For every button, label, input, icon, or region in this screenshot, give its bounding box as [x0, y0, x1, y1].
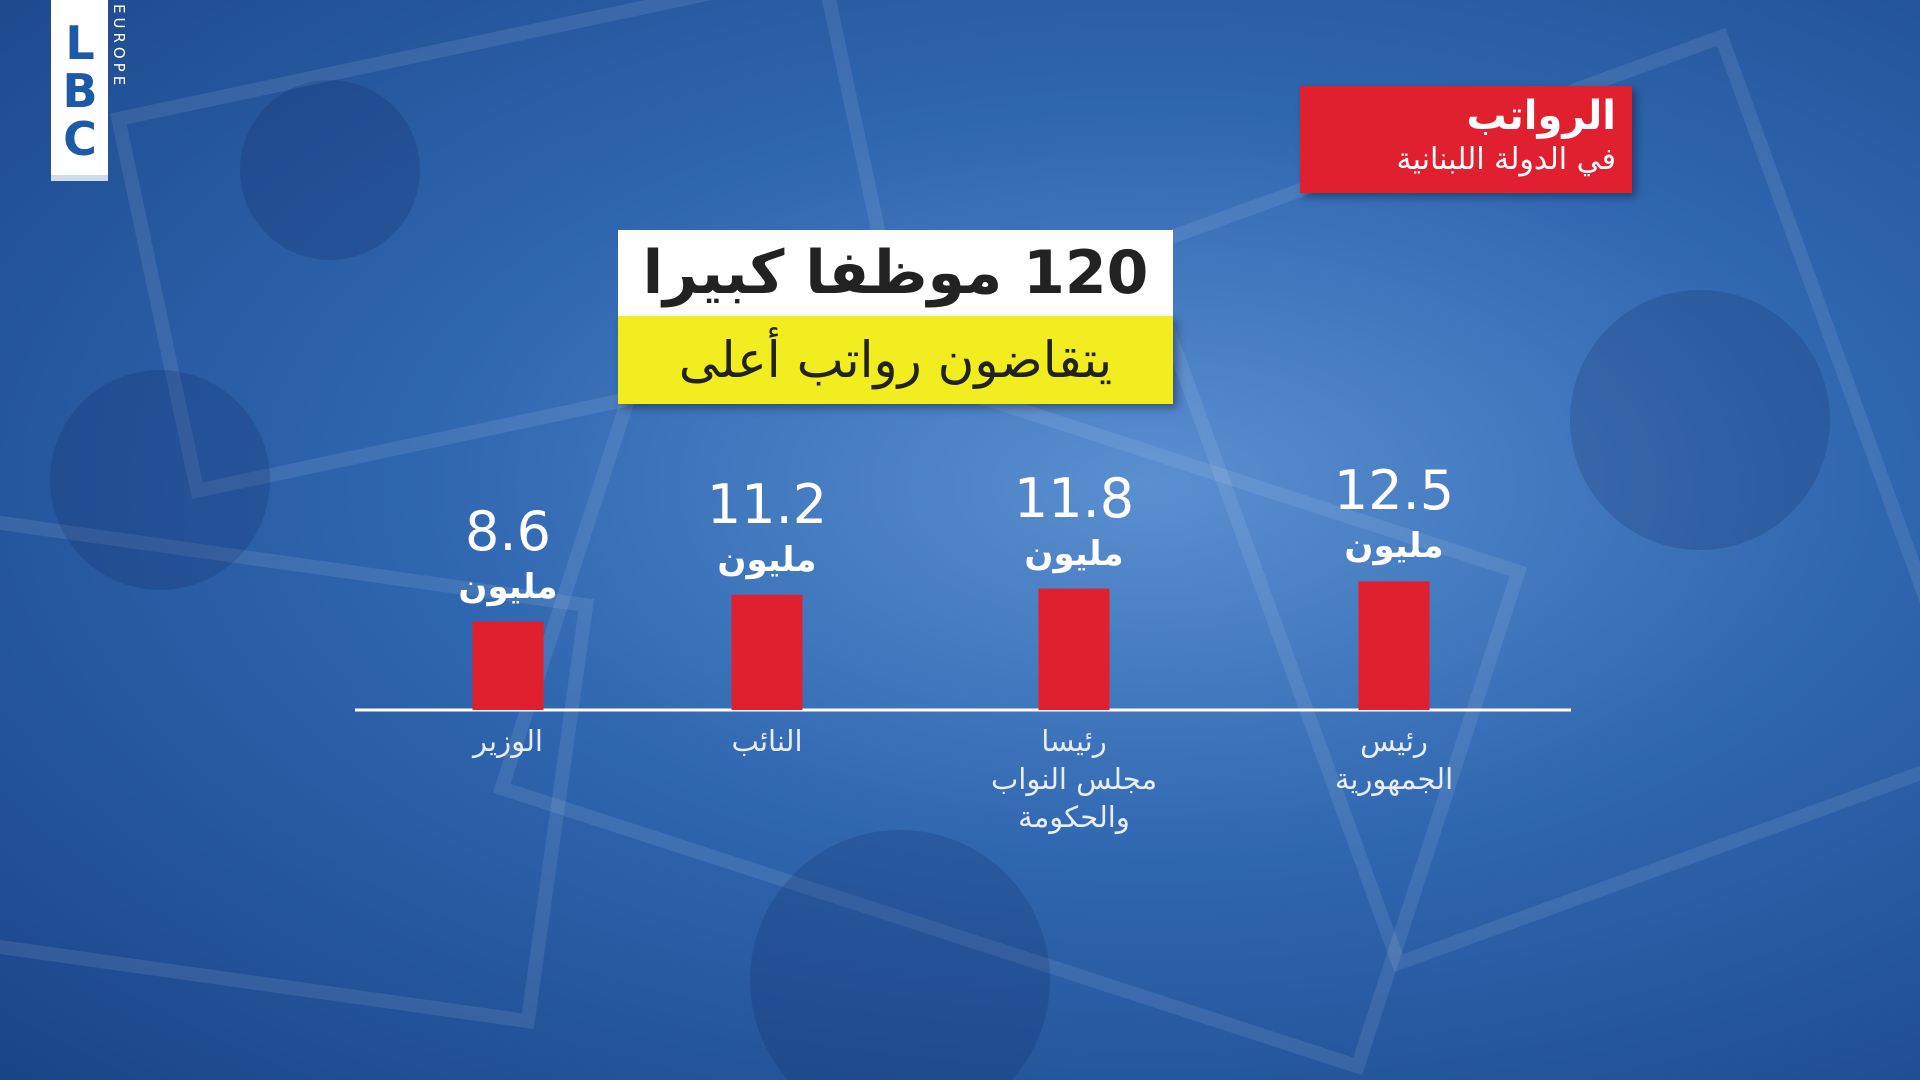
- subheadline: يتقاضون رواتب أعلى: [618, 316, 1173, 404]
- unit-label: مليون: [1344, 526, 1444, 567]
- category-label: الوزير: [473, 724, 543, 758]
- value-label: 8.6: [465, 499, 551, 563]
- title-box: الرواتب في الدولة اللبنانية: [1300, 86, 1632, 193]
- bar: [731, 594, 803, 710]
- category-label: النائب: [731, 724, 803, 758]
- category-label: رئيسا مجلس النواب والحكومة: [990, 724, 1158, 834]
- logo-sub: EUROPE: [110, 4, 128, 90]
- unit-label: مليون: [717, 539, 817, 580]
- value-label: 11.8: [1013, 466, 1135, 530]
- headline: 120 موظفا كبيرا: [618, 230, 1173, 316]
- chart-title: الرواتب: [1466, 93, 1616, 139]
- value-label: 12.5: [1333, 459, 1455, 523]
- chart-subtitle: في الدولة اللبنانية: [1396, 142, 1617, 177]
- bar: [1358, 581, 1430, 710]
- logo: LBC: [51, 0, 108, 181]
- category-label: رئيس الجمهورية: [1334, 724, 1454, 796]
- unit-label: مليون: [1024, 533, 1124, 574]
- unit-label: مليون: [458, 566, 558, 607]
- value-label: 11.2: [706, 472, 828, 536]
- bar: [472, 621, 544, 710]
- bar: [1038, 588, 1110, 710]
